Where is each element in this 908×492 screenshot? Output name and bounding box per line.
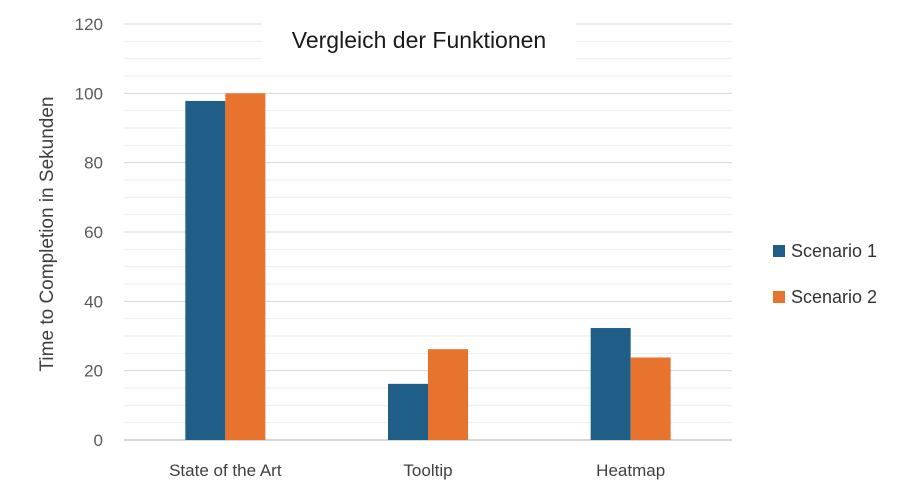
bar-scenario-2-tooltip <box>428 349 468 440</box>
bars <box>185 93 671 441</box>
bar-scenario-2-state-of-the-art <box>225 93 266 440</box>
legend-item-scenario-1: Scenario 1 <box>773 240 877 262</box>
bar-scenario-2-heatmap <box>630 357 671 440</box>
y-tick-labels: 0 20 40 60 80 100 120 <box>75 15 103 450</box>
y-tick-label: 40 <box>84 292 103 311</box>
y-tick-label: 80 <box>84 154 103 173</box>
legend-label-scenario-2: Scenario 2 <box>791 286 878 307</box>
legend-swatch-scenario-1 <box>773 245 785 257</box>
bar-scenario-1-state-of-the-art <box>185 100 226 441</box>
y-tick-label: 20 <box>84 362 103 381</box>
y-tick-label: 0 <box>94 431 103 450</box>
y-tick-label: 60 <box>84 223 103 242</box>
x-tick-label: State of the Art <box>169 461 282 480</box>
x-tick-label: Heatmap <box>596 461 665 480</box>
y-tick-label: 120 <box>75 15 103 34</box>
x-tick-label: Tooltip <box>403 461 452 480</box>
legend-label-scenario-1: Scenario 1 <box>791 240 878 261</box>
chart-title: Vergleich der Funktionen <box>291 26 547 53</box>
chart-title-box: Vergleich der Funktionen <box>262 14 576 66</box>
y-tick-label: 100 <box>75 84 103 103</box>
bar-scenario-1-heatmap <box>590 328 631 440</box>
legend-item-scenario-2: Scenario 2 <box>773 286 877 308</box>
legend: Scenario 1 Scenario 2 <box>773 240 877 332</box>
y-axis-label: Time to Completion in Sekunden <box>37 97 58 372</box>
legend-swatch-scenario-2 <box>773 291 785 303</box>
bar-scenario-1-tooltip <box>388 383 428 440</box>
x-tick-labels: State of the Art Tooltip Heatmap <box>169 461 665 480</box>
